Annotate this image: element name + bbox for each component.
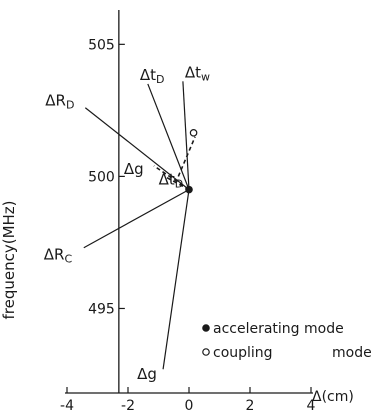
x-tick-label: -2: [121, 398, 135, 414]
legend-marker: [202, 348, 210, 356]
legend-label: coupling: [213, 345, 273, 361]
y-tick-label: 505: [88, 37, 115, 53]
legend-label: mode: [332, 345, 372, 361]
series-label: ΔtD: [140, 66, 165, 86]
y-axis-title: frequency(MHz): [0, 200, 18, 319]
coupling-point: [189, 129, 198, 137]
series-line: [177, 136, 196, 177]
x-tick-label: -4: [60, 398, 74, 414]
series-line: [182, 81, 190, 190]
series-label: Δg: [137, 365, 157, 383]
series-labels: Δtw ΔtD ΔRD ΔRC Δg Δg ΔtD: [44, 63, 210, 383]
series-label: Δtw: [185, 63, 210, 83]
series-label: ΔRD: [45, 92, 74, 112]
x-tick-label: 2: [246, 398, 255, 414]
legend-label: accelerating mode: [213, 321, 344, 337]
x-tick-label: 0: [185, 398, 194, 414]
series-line: [83, 189, 190, 249]
markers: [185, 129, 198, 194]
series-label: ΔRC: [44, 246, 73, 266]
series-line: [162, 189, 190, 370]
tick-marks: [66, 43, 312, 393]
y-tick-label: 495: [88, 301, 115, 317]
x-axis-title: Δ(cm): [312, 389, 354, 405]
series-label: ΔtD: [159, 170, 184, 190]
y-tick-label: 500: [88, 169, 115, 185]
series-line: [164, 175, 190, 191]
x-tick-label: 4: [307, 398, 316, 414]
legend: accelerating mode coupling mode: [202, 321, 372, 361]
accelerating-point: [185, 185, 193, 194]
series-label: Δg: [124, 160, 144, 178]
series-line: [147, 83, 190, 190]
legend-marker: [202, 324, 210, 332]
series-line: [84, 107, 190, 191]
tick-labels: -4 -2 0 2 4 495 500 505: [60, 37, 316, 414]
series-lines: [83, 81, 196, 370]
